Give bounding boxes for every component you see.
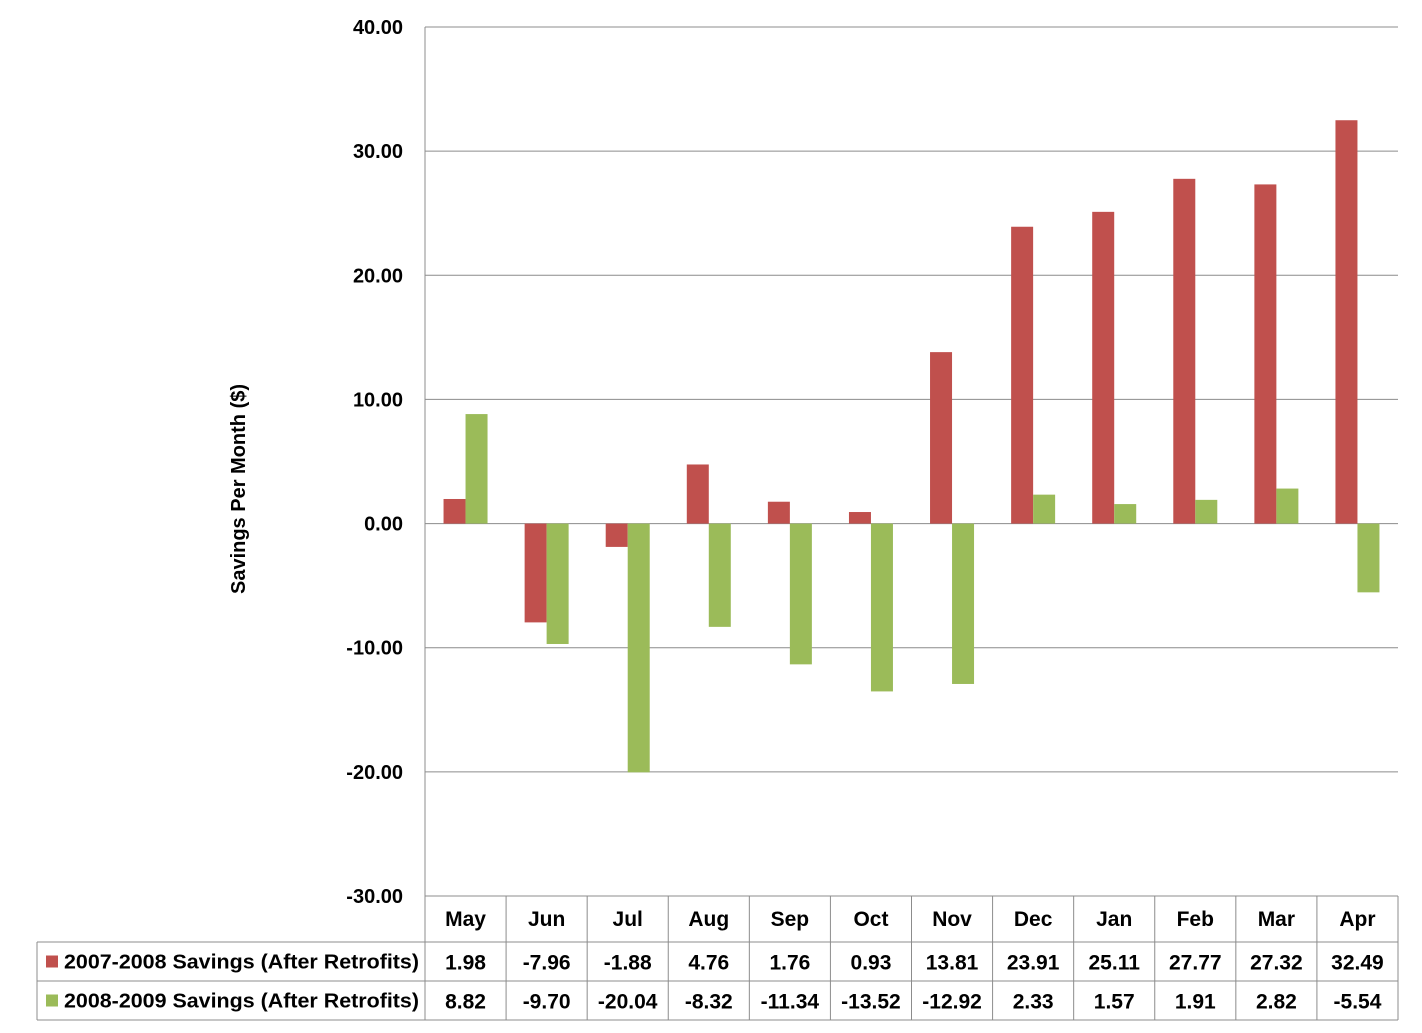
- bar-series-2-jun: [546, 523, 569, 644]
- bar-series-1-aug: [686, 464, 709, 524]
- x-tick-label: Nov: [932, 908, 972, 931]
- x-tick-label: Jan: [1096, 908, 1132, 931]
- bar-series-2-apr: [1357, 523, 1380, 593]
- data-label: 27.77: [1169, 952, 1222, 975]
- data-label: -8.32: [685, 991, 733, 1014]
- bar-series-2-dec: [1033, 494, 1056, 524]
- data-label: 32.49: [1331, 952, 1384, 975]
- bars: [443, 120, 1380, 773]
- x-tick-label: May: [445, 908, 486, 931]
- data-label: 27.32: [1250, 952, 1303, 975]
- legend-label-series-2: 2008-2009 Savings (After Retrofits): [64, 991, 419, 1013]
- x-tick-label: Aug: [688, 908, 729, 931]
- bar-series-1-feb: [1173, 178, 1196, 524]
- bar-series-1-sep: [767, 501, 790, 524]
- bar-series-2-may: [465, 414, 488, 524]
- legend-label-series-1: 2007-2008 Savings (After Retrofits): [64, 952, 419, 974]
- data-label: 23.91: [1007, 952, 1060, 975]
- bar-series-2-aug: [708, 523, 731, 627]
- data-label: 1.76: [769, 952, 810, 975]
- bar-series-1-nov: [930, 352, 953, 524]
- x-tick-label: Apr: [1339, 908, 1375, 931]
- x-tick-label: Jul: [613, 908, 643, 931]
- bar-series-2-oct: [870, 523, 893, 692]
- x-tick-label: Oct: [853, 908, 888, 931]
- x-tick-label: Feb: [1177, 908, 1214, 931]
- bar-series-1-jan: [1092, 211, 1115, 524]
- data-label: -7.96: [523, 952, 571, 975]
- axes: 40.00 30.00 20.00 10.00 0.00 -10.00 -20.00 -30.…: [346, 17, 426, 908]
- bar-series-1-jul: [605, 523, 628, 547]
- data-label: 25.11: [1089, 952, 1141, 975]
- data-label: -5.54: [1334, 991, 1382, 1014]
- data-label: -1.88: [604, 952, 652, 975]
- x-tick-label: Sep: [771, 908, 810, 931]
- y-tick-label: 20.00: [353, 265, 403, 287]
- y-tick-label: -30.00: [346, 886, 403, 908]
- bar-series-1-may: [443, 498, 466, 524]
- data-table: May Jun Jul Aug Sep Oct Nov Dec Jan Feb Mar Apr 2007…: [36, 895, 1399, 1021]
- data-label: 1.57: [1094, 991, 1135, 1014]
- bar-series-2-feb: [1195, 499, 1218, 524]
- data-label: 0.93: [851, 952, 892, 975]
- data-label: 2.33: [1013, 991, 1054, 1014]
- data-label: -20.04: [598, 991, 658, 1014]
- x-tick-label: Mar: [1258, 908, 1295, 931]
- x-tick-label: Jun: [528, 908, 565, 931]
- data-label: -9.70: [523, 991, 571, 1014]
- y-tick-label: -10.00: [346, 638, 403, 660]
- bar-series-1-apr: [1335, 120, 1358, 524]
- y-tick-label: 0.00: [364, 514, 403, 536]
- y-tick-label: -20.00: [346, 762, 403, 784]
- y-tick-label: 10.00: [353, 389, 403, 411]
- x-tick-label: Dec: [1014, 908, 1053, 931]
- bar-series-2-jan: [1114, 504, 1137, 524]
- bar-series-1-oct: [848, 512, 871, 524]
- bar-series-1-jun: [524, 523, 547, 623]
- data-label: 1.98: [445, 952, 486, 975]
- bar-series-2-jul: [627, 523, 650, 773]
- data-label: 13.81: [926, 952, 979, 975]
- legend-swatch-series-1: [46, 955, 58, 968]
- data-label: -13.52: [841, 991, 901, 1014]
- data-label: 8.82: [445, 991, 486, 1014]
- data-label: -12.92: [922, 991, 982, 1014]
- y-tick-label: 40.00: [353, 17, 403, 39]
- bar-series-2-mar: [1276, 488, 1299, 524]
- data-label: 1.91: [1175, 991, 1216, 1014]
- data-label: 2.82: [1256, 991, 1297, 1014]
- bar-series-2-sep: [789, 523, 812, 665]
- y-tick-label: 30.00: [353, 141, 403, 163]
- y-axis-label: Savings Per Month ($): [228, 384, 250, 594]
- data-label: 4.76: [688, 952, 729, 975]
- bar-series-2-nov: [952, 523, 975, 684]
- legend-swatch-series-2: [46, 994, 58, 1007]
- data-label: -11.34: [761, 991, 820, 1014]
- bar-series-1-dec: [1011, 226, 1034, 524]
- gridlines: [425, 26, 1398, 897]
- bar-series-1-mar: [1254, 184, 1277, 524]
